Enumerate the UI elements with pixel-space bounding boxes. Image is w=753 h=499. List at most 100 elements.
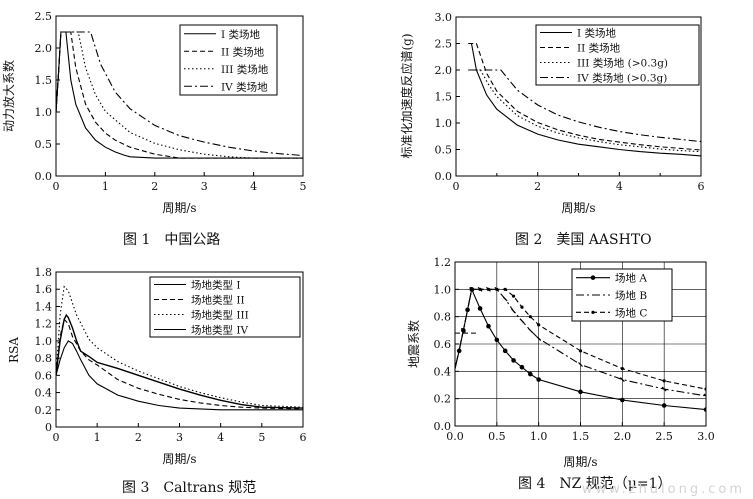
legend-label: III 类场地: [221, 63, 269, 76]
y-axis-label: 地震系数: [406, 320, 421, 368]
legend-label: 场地类型 II: [191, 294, 245, 307]
x-tick-label: 0: [53, 180, 60, 193]
y-tick-label: 1.2: [35, 318, 53, 331]
x-tick-label: 4: [616, 180, 623, 193]
series-point: [703, 393, 706, 397]
legend-label: II 类场地: [577, 42, 621, 55]
y-tick-label: 1.8: [35, 266, 53, 279]
caption-fig4: 图 4 NZ 规范（μ=1）: [518, 476, 672, 492]
series-point: [620, 397, 625, 403]
y-tick-label: 0.5: [35, 138, 53, 151]
series-line-3: [455, 288, 706, 390]
y-tick-label: 1.0: [35, 106, 53, 119]
series-line-2: [468, 42, 701, 151]
y-tick-label: 2.0: [35, 42, 53, 55]
series-point: [661, 403, 667, 408]
x-tick-label: 1.5: [572, 430, 590, 443]
series-point: [486, 323, 491, 329]
legend-box: [149, 276, 301, 338]
series-point: [503, 287, 507, 291]
legend-label: IV 类场地: [221, 80, 268, 93]
series-point: [478, 287, 482, 291]
series-point: [519, 318, 525, 324]
legend-box: [179, 24, 278, 96]
series-point: [528, 315, 532, 319]
x-tick-label: 2.5: [655, 430, 673, 443]
legend-label: I 类场地: [577, 27, 616, 40]
y-tick-label: 1.2: [434, 256, 452, 269]
x-tick-label: 2: [135, 431, 142, 444]
series-line-1: [468, 42, 701, 157]
y-tick-label: 0.4: [35, 387, 53, 400]
y-tick-label: 0.5: [435, 144, 453, 157]
y-tick-label: 1.5: [35, 74, 53, 87]
y-tick-label: 0.8: [35, 352, 53, 365]
y-tick-label: 2.5: [435, 38, 453, 51]
series-point: [486, 287, 491, 291]
y-tick-label: 0.2: [434, 393, 452, 406]
x-tick-label: 2.0: [614, 430, 632, 443]
series-point: [461, 328, 465, 332]
x-tick-label: 0: [453, 180, 460, 193]
y-tick-label: 0.0: [35, 170, 53, 183]
y-tick-label: 1.0: [35, 335, 53, 348]
series-line-3: [56, 31, 303, 159]
plot-area: [455, 286, 706, 412]
legend-label: 场地 C: [615, 306, 647, 319]
plot-area: [56, 285, 303, 411]
y-axis-label: 标准化加速度反应谱(g): [399, 33, 414, 158]
plot-frame: [55, 15, 304, 177]
x-tick-label: 3: [176, 431, 183, 444]
x-tick-label: 2: [151, 180, 158, 193]
caption-fig3: 图 3 Caltrans 规范: [122, 480, 257, 496]
y-tick-label: 0: [45, 421, 52, 434]
plot-area: [56, 31, 303, 159]
plot-area: [468, 42, 701, 157]
series-point: [470, 287, 474, 291]
series-point: [477, 306, 483, 311]
legend-label: III 类场地 (>0.3g): [577, 57, 668, 70]
series-point: [502, 296, 508, 302]
series-point: [495, 287, 499, 291]
x-tick-label: 5: [258, 431, 265, 444]
y-tick-label: 1.5: [435, 91, 453, 104]
y-tick-label: 1.6: [35, 283, 53, 296]
legend-marker: [590, 275, 596, 280]
y-tick-label: 0.2: [35, 404, 53, 417]
series-line-4: [56, 313, 303, 409]
y-tick-label: 0.4: [434, 365, 452, 378]
series-point: [520, 305, 524, 309]
x-tick-label: 0.0: [446, 430, 464, 443]
caption-fig2: 图 2 美国 AASHTO: [515, 232, 652, 248]
y-tick-label: 1.0: [434, 283, 452, 296]
series-point: [494, 337, 500, 343]
y-axis-label: 动力放大系数: [1, 60, 16, 132]
legend-label: 场地类型 IV: [191, 324, 248, 337]
x-tick-label: 6: [698, 180, 705, 193]
series-line-2: [56, 318, 303, 410]
y-tick-label: 2.0: [435, 64, 453, 77]
series-line-4: [56, 31, 303, 157]
series-point: [704, 387, 706, 391]
series-point: [661, 386, 667, 392]
legend-label: IV 类场地 (>0.3g): [577, 72, 667, 85]
series-line-3: [56, 285, 303, 408]
legend-label: II 类场地: [221, 45, 265, 58]
y-tick-label: 0.0: [434, 420, 452, 433]
series-point: [578, 389, 583, 395]
x-tick-label: 5: [300, 180, 307, 193]
y-axis-label: RSA: [7, 337, 21, 363]
series-point: [620, 367, 624, 371]
series-point: [511, 294, 516, 298]
y-tick-label: 0.6: [434, 338, 452, 351]
y-tick-label: 0.6: [35, 369, 53, 382]
x-tick-label: 6: [300, 431, 307, 444]
legend-label: 场地类型 III: [191, 309, 249, 322]
x-axis-label: 周期/s: [162, 452, 196, 466]
caption-fig1: 图 1 中国公路: [123, 232, 221, 248]
series-point: [511, 358, 516, 363]
x-tick-label: 1: [102, 180, 109, 193]
chart-2: 0 2 4 6 0.0 0.5 1.0 1.5 2.0 2.5 3.0 周期/s 标准化加速度反应谱(g…: [399, 11, 705, 215]
x-tick-label: 0.5: [488, 430, 506, 443]
